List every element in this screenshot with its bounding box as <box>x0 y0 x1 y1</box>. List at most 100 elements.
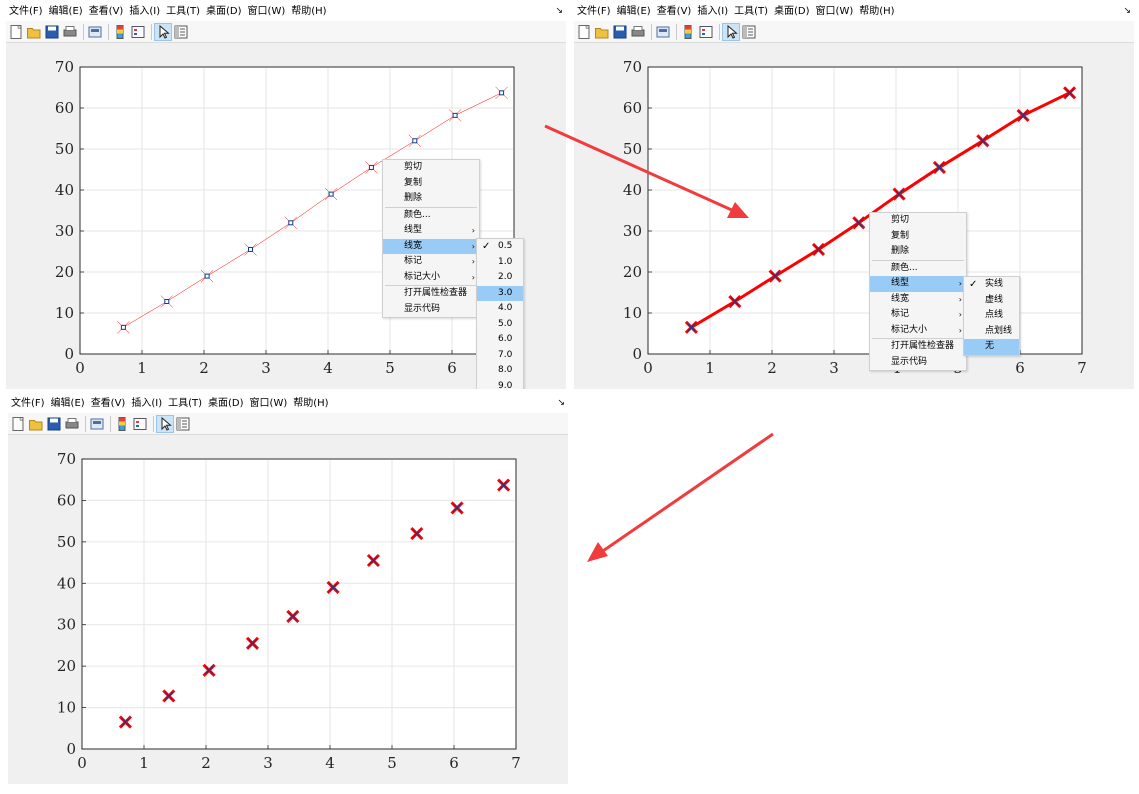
menu-window[interactable]: 窗口(W) <box>815 6 854 17</box>
ctx-linestyle[interactable]: 线型 › <box>383 223 479 239</box>
ctx-marker[interactable]: 标记 › <box>383 254 479 270</box>
linewidth-option[interactable]: 6.0 <box>498 334 513 344</box>
ctx-cut[interactable]: 剪切 <box>891 215 910 225</box>
link-plot-icon[interactable] <box>655 24 671 40</box>
data-point-marker <box>768 269 782 283</box>
property-inspector-icon[interactable] <box>741 24 757 40</box>
ctx-marker-size[interactable]: 标记大小 › <box>383 270 479 286</box>
new-figure-icon[interactable] <box>8 24 24 40</box>
linewidth-option[interactable]: 2.0 <box>498 272 513 282</box>
ctx-show-code[interactable]: 显示代码 <box>891 356 928 367</box>
submenu-arrow-icon: › <box>471 257 475 266</box>
ctx-color[interactable]: 颜色... <box>404 209 431 220</box>
ctx-show-code[interactable]: 显示代码 <box>404 303 441 314</box>
save-icon[interactable] <box>44 24 60 40</box>
ctx-linewidth[interactable]: 线宽 › <box>383 238 479 254</box>
linewidth-option[interactable]: 7.0 <box>498 349 513 360</box>
menu-tools[interactable]: 工具(T) <box>166 6 201 17</box>
menu-file[interactable]: 文件(F) <box>9 6 43 17</box>
menu-window[interactable]: 窗口(W) <box>247 6 286 17</box>
ctx-copy[interactable]: 复制 <box>404 177 423 188</box>
linewidth-option[interactable]: 9.0 <box>498 380 513 390</box>
new-figure-icon[interactable] <box>576 24 592 40</box>
menu-desktop[interactable]: 桌面(D) <box>206 6 242 17</box>
linestyle-option[interactable]: ✓ 实线 <box>964 277 1019 293</box>
insert-legend-icon[interactable] <box>130 24 146 40</box>
open-file-icon[interactable] <box>28 416 44 432</box>
menu-file[interactable]: 文件(F) <box>11 398 45 409</box>
dock-arrow-icon[interactable]: ↘ <box>555 6 563 16</box>
menu-tools[interactable]: 工具(T) <box>734 6 769 17</box>
insert-colorbar-icon[interactable] <box>112 24 128 40</box>
open-file-icon[interactable] <box>594 24 610 40</box>
linewidth-option[interactable]: 5.0 <box>498 318 513 329</box>
x-tick-label: 2 <box>199 359 209 377</box>
menu-edit[interactable]: 编辑(E) <box>50 398 85 409</box>
menu-edit[interactable]: 编辑(E) <box>48 6 83 17</box>
ctx-open-inspector[interactable]: 打开属性检查器 <box>891 341 955 351</box>
linewidth-option[interactable]: ✓ 0.5 <box>477 239 523 255</box>
print-icon[interactable] <box>64 416 80 432</box>
linestyle-option[interactable]: 虚线 <box>985 294 1004 305</box>
ctx-linestyle-label: 线型 <box>891 278 910 288</box>
ctx-marker-size[interactable]: 标记大小 › <box>870 323 966 339</box>
menu-view[interactable]: 查看(V) <box>90 398 126 409</box>
ctx-delete[interactable]: 删除 <box>404 193 423 203</box>
toolbar-separator <box>151 23 152 40</box>
menu-help[interactable]: 帮助(H) <box>293 398 329 409</box>
ctx-cut[interactable]: 剪切 <box>404 162 423 172</box>
menu-desktop[interactable]: 桌面(D) <box>774 6 810 17</box>
save-icon[interactable] <box>46 416 62 432</box>
ctx-delete[interactable]: 删除 <box>891 246 910 256</box>
print-icon[interactable] <box>62 24 78 40</box>
submenu-arrow-icon: › <box>471 272 475 282</box>
menu-edit[interactable]: 编辑(E) <box>616 6 651 17</box>
linewidth-option[interactable]: 4.0 <box>498 303 513 313</box>
menu-insert[interactable]: 插入(I) <box>131 398 163 409</box>
open-file-icon[interactable] <box>26 24 42 40</box>
insert-legend-icon[interactable] <box>698 24 714 40</box>
menu-tools[interactable]: 工具(T) <box>168 398 203 409</box>
linewidth-option[interactable]: 8.0 <box>498 365 513 375</box>
edit-plot-icon[interactable] <box>156 414 174 433</box>
data-point-marker <box>728 294 742 309</box>
menu-divider <box>385 206 477 208</box>
menu-desktop[interactable]: 桌面(D) <box>208 398 244 409</box>
menu-help[interactable]: 帮助(H) <box>291 6 327 17</box>
print-icon[interactable] <box>630 24 646 40</box>
insert-colorbar-icon[interactable] <box>680 24 696 40</box>
save-icon[interactable] <box>612 24 628 40</box>
linestyle-option[interactable]: 无 <box>964 339 1019 355</box>
menu-file[interactable]: 文件(F) <box>577 6 611 17</box>
dock-arrow-icon[interactable]: ↘ <box>557 398 565 408</box>
linestyle-option[interactable]: 点划线 <box>985 325 1013 336</box>
menu-help[interactable]: 帮助(H) <box>859 6 895 17</box>
insert-legend-icon[interactable] <box>132 416 148 432</box>
menu-view[interactable]: 查看(V) <box>88 6 124 17</box>
linewidth-option-label: 0.5 <box>498 241 513 251</box>
linewidth-option[interactable]: 3.0 <box>477 285 523 301</box>
menu-insert[interactable]: 插入(I) <box>697 6 729 17</box>
ctx-color[interactable]: 颜色... <box>891 262 918 273</box>
menu-window[interactable]: 窗口(W) <box>249 398 288 409</box>
property-inspector-icon[interactable] <box>173 24 189 40</box>
edit-plot-icon[interactable] <box>722 22 740 41</box>
edit-plot-icon[interactable] <box>154 22 172 41</box>
property-inspector-icon[interactable] <box>175 416 191 432</box>
y-tick-label: 20 <box>623 263 642 281</box>
ctx-copy[interactable]: 复制 <box>891 230 910 241</box>
new-figure-icon[interactable] <box>10 416 26 432</box>
ctx-marker[interactable]: 标记 › <box>870 307 966 323</box>
menu-view[interactable]: 查看(V) <box>656 6 692 17</box>
link-plot-icon[interactable] <box>89 416 105 432</box>
link-plot-icon[interactable] <box>87 24 103 40</box>
insert-colorbar-icon[interactable] <box>114 416 130 432</box>
dock-arrow-icon[interactable]: ↘ <box>1123 6 1131 16</box>
y-tick-label: 50 <box>55 140 74 158</box>
menu-insert[interactable]: 插入(I) <box>129 6 161 17</box>
ctx-open-inspector[interactable]: 打开属性检查器 <box>404 288 468 298</box>
ctx-linewidth[interactable]: 线宽 › <box>870 292 966 308</box>
linewidth-option[interactable]: 1.0 <box>498 256 513 267</box>
ctx-linestyle[interactable]: 线型 › <box>870 276 966 292</box>
linestyle-option[interactable]: 点线 <box>985 310 1004 320</box>
